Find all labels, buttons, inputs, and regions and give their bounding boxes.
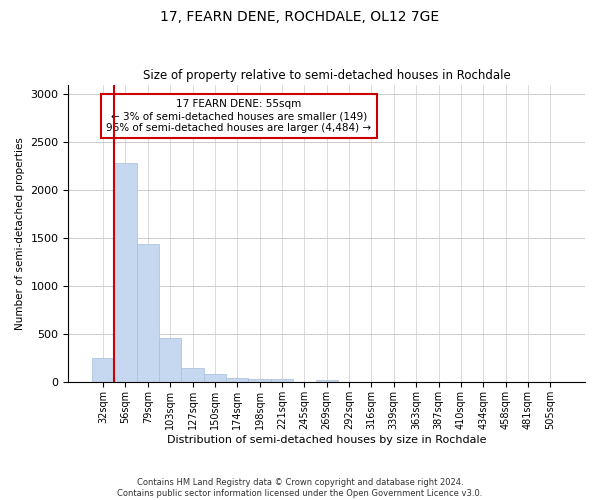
Bar (92, 358, 114, 382)
Bar (226, 378, 248, 382)
Bar (159, 338, 181, 382)
Text: 17, FEARN DENE, ROCHDALE, OL12 7GE: 17, FEARN DENE, ROCHDALE, OL12 7GE (160, 10, 440, 24)
X-axis label: Distribution of semi-detached houses by size in Rochdale: Distribution of semi-detached houses by … (167, 435, 487, 445)
Bar (248, 378, 271, 382)
Y-axis label: Number of semi-detached properties: Number of semi-detached properties (15, 137, 25, 330)
Bar (181, 368, 204, 382)
Text: Contains HM Land Registry data © Crown copyright and database right 2024.
Contai: Contains HM Land Registry data © Crown c… (118, 478, 482, 498)
Bar (114, 164, 137, 382)
Bar (271, 379, 293, 382)
Bar (137, 244, 159, 382)
Bar (204, 374, 226, 382)
Text: 17 FEARN DENE: 55sqm
← 3% of semi-detached houses are smaller (149)
96% of semi-: 17 FEARN DENE: 55sqm ← 3% of semi-detach… (106, 100, 371, 132)
Title: Size of property relative to semi-detached houses in Rochdale: Size of property relative to semi-detach… (143, 69, 511, 82)
Bar (316, 380, 338, 382)
